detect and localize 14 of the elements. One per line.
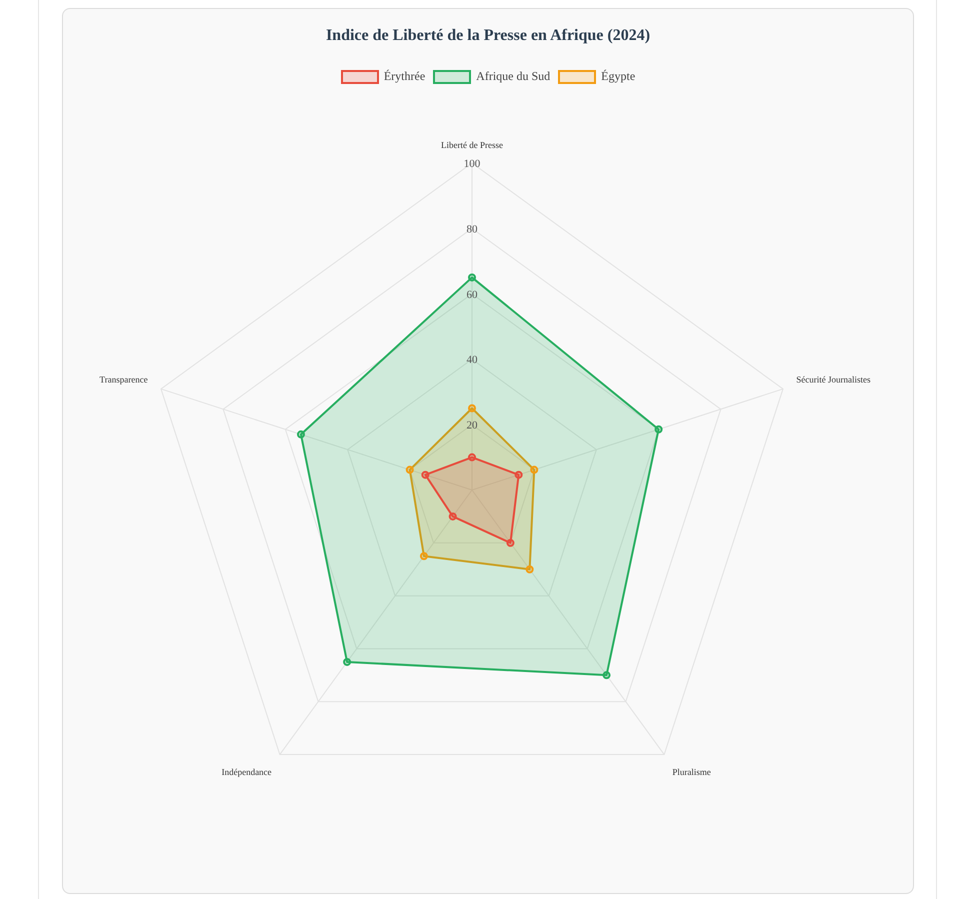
- legend-label: Afrique du Sud: [476, 69, 550, 84]
- spoke-label: Transparence: [100, 374, 148, 385]
- spoke-label: Pluralisme: [672, 766, 711, 777]
- y-tick-label: 40: [466, 354, 478, 366]
- chart-title: Indice de Liberté de la Presse en Afrique (2024): [324, 27, 652, 45]
- spoke-label: Indépendance: [222, 766, 272, 777]
- legend-label: Érythrée: [384, 69, 426, 84]
- y-tick-label: 20: [466, 420, 478, 432]
- y-tick-label: 80: [466, 223, 478, 236]
- y-tick-label: 60: [466, 288, 478, 301]
- y-tick-label: 100: [464, 158, 481, 170]
- legend-label: Égypte: [601, 69, 636, 84]
- spoke-label: Liberté de Presse: [441, 140, 503, 150]
- spoke-label: Sécurité Journalistes: [796, 374, 872, 385]
